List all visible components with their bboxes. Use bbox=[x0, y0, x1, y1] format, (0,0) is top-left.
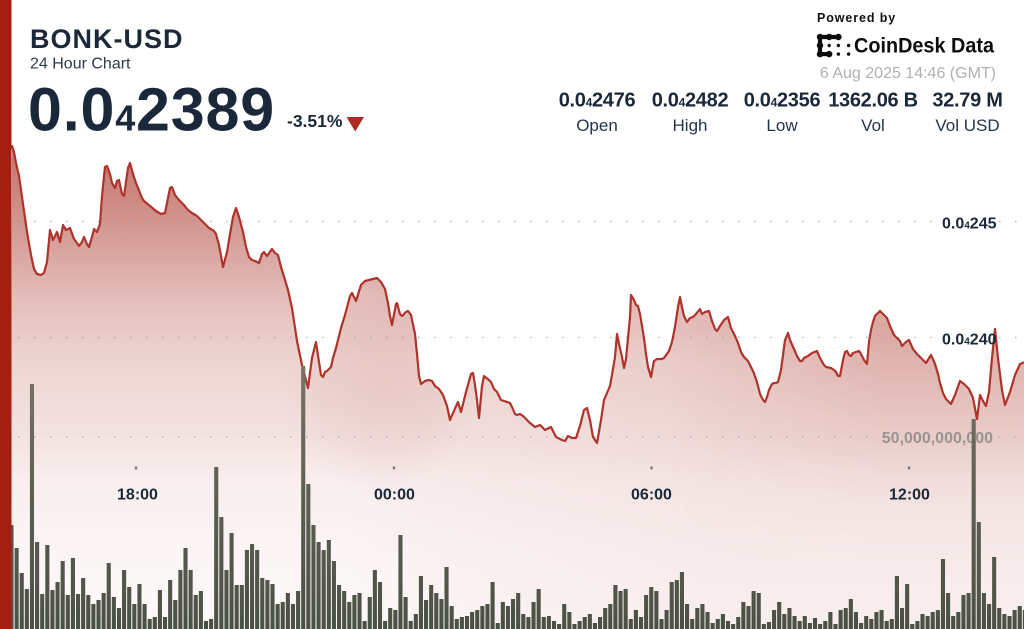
svg-text:Vol USD: Vol USD bbox=[935, 116, 999, 135]
svg-text:0.04245: 0.04245 bbox=[942, 215, 997, 232]
svg-text:BONK-USD: BONK-USD bbox=[30, 24, 184, 54]
svg-text:6 Aug 2025 14:46 (GMT): 6 Aug 2025 14:46 (GMT) bbox=[820, 65, 996, 82]
svg-text:24 Hour Chart: 24 Hour Chart bbox=[30, 56, 131, 73]
svg-text:06:00: 06:00 bbox=[631, 487, 672, 504]
svg-text:Powered by: Powered by bbox=[817, 11, 896, 25]
svg-text:1362.06 B: 1362.06 B bbox=[828, 90, 918, 112]
svg-text:Low: Low bbox=[766, 116, 798, 135]
svg-text:High: High bbox=[673, 116, 708, 135]
svg-text:-3.51%: -3.51% bbox=[287, 111, 343, 131]
svg-text:18:00: 18:00 bbox=[117, 487, 158, 504]
svg-text:0.042389: 0.042389 bbox=[28, 76, 275, 144]
svg-text:0.042482: 0.042482 bbox=[652, 90, 729, 112]
svg-text:32.79 M: 32.79 M bbox=[932, 90, 1002, 112]
svg-text:0.04240: 0.04240 bbox=[942, 331, 997, 348]
svg-text:Open: Open bbox=[576, 116, 618, 135]
svg-text:0.042476: 0.042476 bbox=[559, 90, 636, 112]
svg-text:12:00: 12:00 bbox=[889, 487, 930, 504]
svg-text:Vol: Vol bbox=[861, 116, 885, 135]
svg-text:50,000,000,000: 50,000,000,000 bbox=[882, 430, 993, 447]
svg-text:0.042356: 0.042356 bbox=[744, 90, 821, 112]
svg-text:00:00: 00:00 bbox=[374, 487, 415, 504]
svg-text:CoinDesk Data: CoinDesk Data bbox=[854, 34, 995, 58]
